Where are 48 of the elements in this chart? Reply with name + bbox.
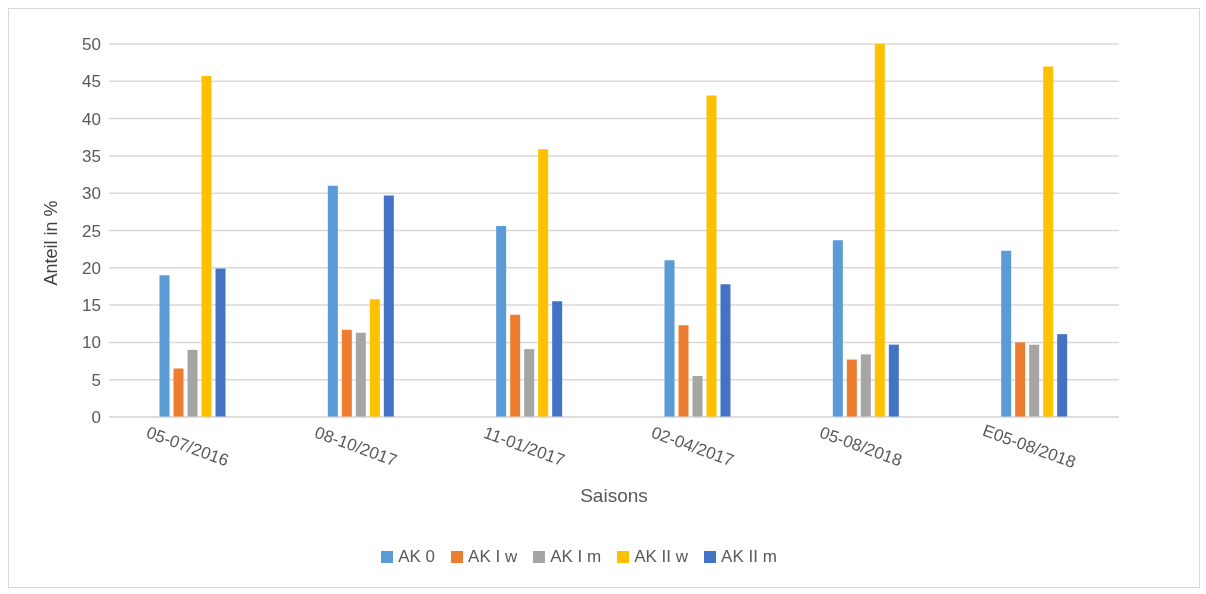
y-axis-title: Anteil in % bbox=[41, 200, 62, 286]
legend-label: AK 0 bbox=[397, 547, 436, 567]
x-axis-title: Saisons bbox=[580, 485, 648, 506]
legend-label: AK II w bbox=[633, 547, 689, 567]
bar bbox=[706, 95, 717, 417]
y-tick-label: 25 bbox=[82, 221, 101, 241]
bar bbox=[383, 195, 394, 417]
bar bbox=[888, 344, 899, 417]
y-tick-label: 50 bbox=[82, 35, 101, 55]
y-tick-label: 20 bbox=[82, 258, 101, 278]
y-tick-label: 10 bbox=[82, 333, 101, 353]
bar bbox=[720, 284, 731, 417]
bar bbox=[201, 76, 212, 417]
bar bbox=[369, 299, 380, 417]
bar bbox=[538, 149, 549, 417]
bar bbox=[215, 268, 226, 417]
y-tick-label: 0 bbox=[91, 408, 101, 428]
bar bbox=[327, 185, 338, 417]
bar bbox=[1057, 334, 1068, 417]
bar bbox=[860, 354, 871, 417]
bar bbox=[159, 275, 170, 417]
bar bbox=[1043, 66, 1054, 417]
y-tick-label: 5 bbox=[91, 370, 101, 390]
y-tick-label: 35 bbox=[82, 146, 101, 166]
bar bbox=[173, 368, 184, 417]
bar bbox=[1015, 342, 1026, 417]
bar bbox=[1001, 250, 1012, 417]
y-tick-label: 40 bbox=[82, 109, 101, 129]
bar bbox=[692, 375, 703, 417]
legend-label: AK I w bbox=[467, 547, 518, 567]
bar bbox=[1029, 344, 1040, 417]
bar bbox=[524, 349, 535, 417]
y-tick-label: 30 bbox=[82, 184, 101, 204]
bar bbox=[510, 314, 521, 417]
legend-label: AK II m bbox=[720, 547, 777, 567]
bar bbox=[341, 329, 352, 417]
bar bbox=[664, 260, 675, 417]
bar bbox=[552, 301, 563, 417]
bar bbox=[496, 226, 507, 417]
y-tick-label: 15 bbox=[82, 296, 101, 316]
legend-label: AK I m bbox=[549, 547, 602, 567]
bar bbox=[355, 332, 366, 417]
y-tick-label: 45 bbox=[82, 72, 101, 92]
bar bbox=[832, 240, 843, 417]
bar bbox=[678, 325, 689, 417]
bar bbox=[874, 44, 885, 417]
bar bbox=[187, 349, 198, 417]
bar bbox=[846, 359, 857, 417]
